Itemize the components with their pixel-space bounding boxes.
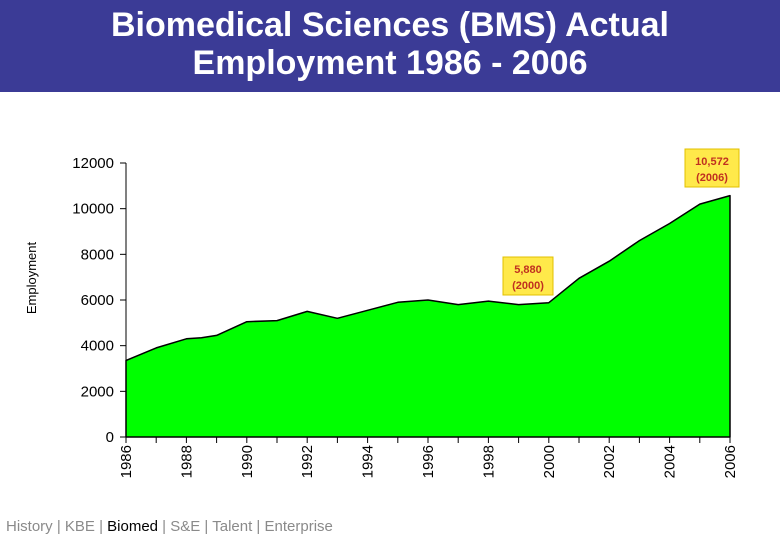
footer-separator: | xyxy=(158,518,171,535)
title-banner: Biomedical Sciences (BMS) Actual Employm… xyxy=(0,0,780,92)
footer-link-enterprise[interactable]: Enterprise xyxy=(264,518,333,535)
footer-separator: | xyxy=(52,518,65,535)
x-tick-label: 2006 xyxy=(722,445,739,478)
x-tick-label: 1996 xyxy=(420,445,437,478)
x-tick-label: 1992 xyxy=(299,445,316,478)
x-tick-label: 1994 xyxy=(360,445,377,478)
footer-navigation: History | KBE | Biomed | S&E | Talent | … xyxy=(6,518,333,535)
x-tick-label: 1988 xyxy=(178,445,195,478)
x-tick-label: 1998 xyxy=(480,445,497,478)
callout-value: 5,880 xyxy=(514,264,542,276)
callout-year: (2006) xyxy=(696,172,728,184)
y-tick-label: 8000 xyxy=(81,246,114,263)
callout-box xyxy=(502,256,554,296)
series-area-employment xyxy=(125,194,731,438)
footer-link-talent[interactable]: Talent xyxy=(212,518,253,535)
footer-link-biomed[interactable]: Biomed xyxy=(107,518,159,535)
callout-value: 10,572 xyxy=(695,156,729,168)
footer-separator: | xyxy=(200,518,213,535)
y-tick-label: 10000 xyxy=(72,201,114,218)
x-tick-label: 1990 xyxy=(239,445,256,478)
y-tick-label: 2000 xyxy=(81,383,114,400)
y-tick-label: 0 xyxy=(106,429,114,446)
x-tick-label: 1986 xyxy=(118,445,135,478)
x-tick-label: 2004 xyxy=(662,445,679,478)
footer-separator: | xyxy=(94,518,108,535)
page-title-line-1: Biomedical Sciences (BMS) Actual xyxy=(110,6,669,44)
footer-separator: | xyxy=(252,518,265,535)
y-tick-label: 12000 xyxy=(72,155,114,172)
y-axis-label: Employment xyxy=(24,241,39,314)
page-title-line-2: Employment 1986 - 2006 xyxy=(192,44,588,82)
x-tick-label: 2002 xyxy=(601,445,618,478)
footer-link-s-e[interactable]: S&E xyxy=(170,518,201,535)
x-tick-label: 2000 xyxy=(541,445,558,478)
y-tick-label: 6000 xyxy=(81,292,114,309)
footer-link-kbe[interactable]: KBE xyxy=(64,518,95,535)
footer-link-history[interactable]: History xyxy=(6,518,53,535)
callout-year: (2000) xyxy=(512,280,544,292)
callout-box xyxy=(684,148,740,188)
y-tick-label: 4000 xyxy=(81,338,114,355)
